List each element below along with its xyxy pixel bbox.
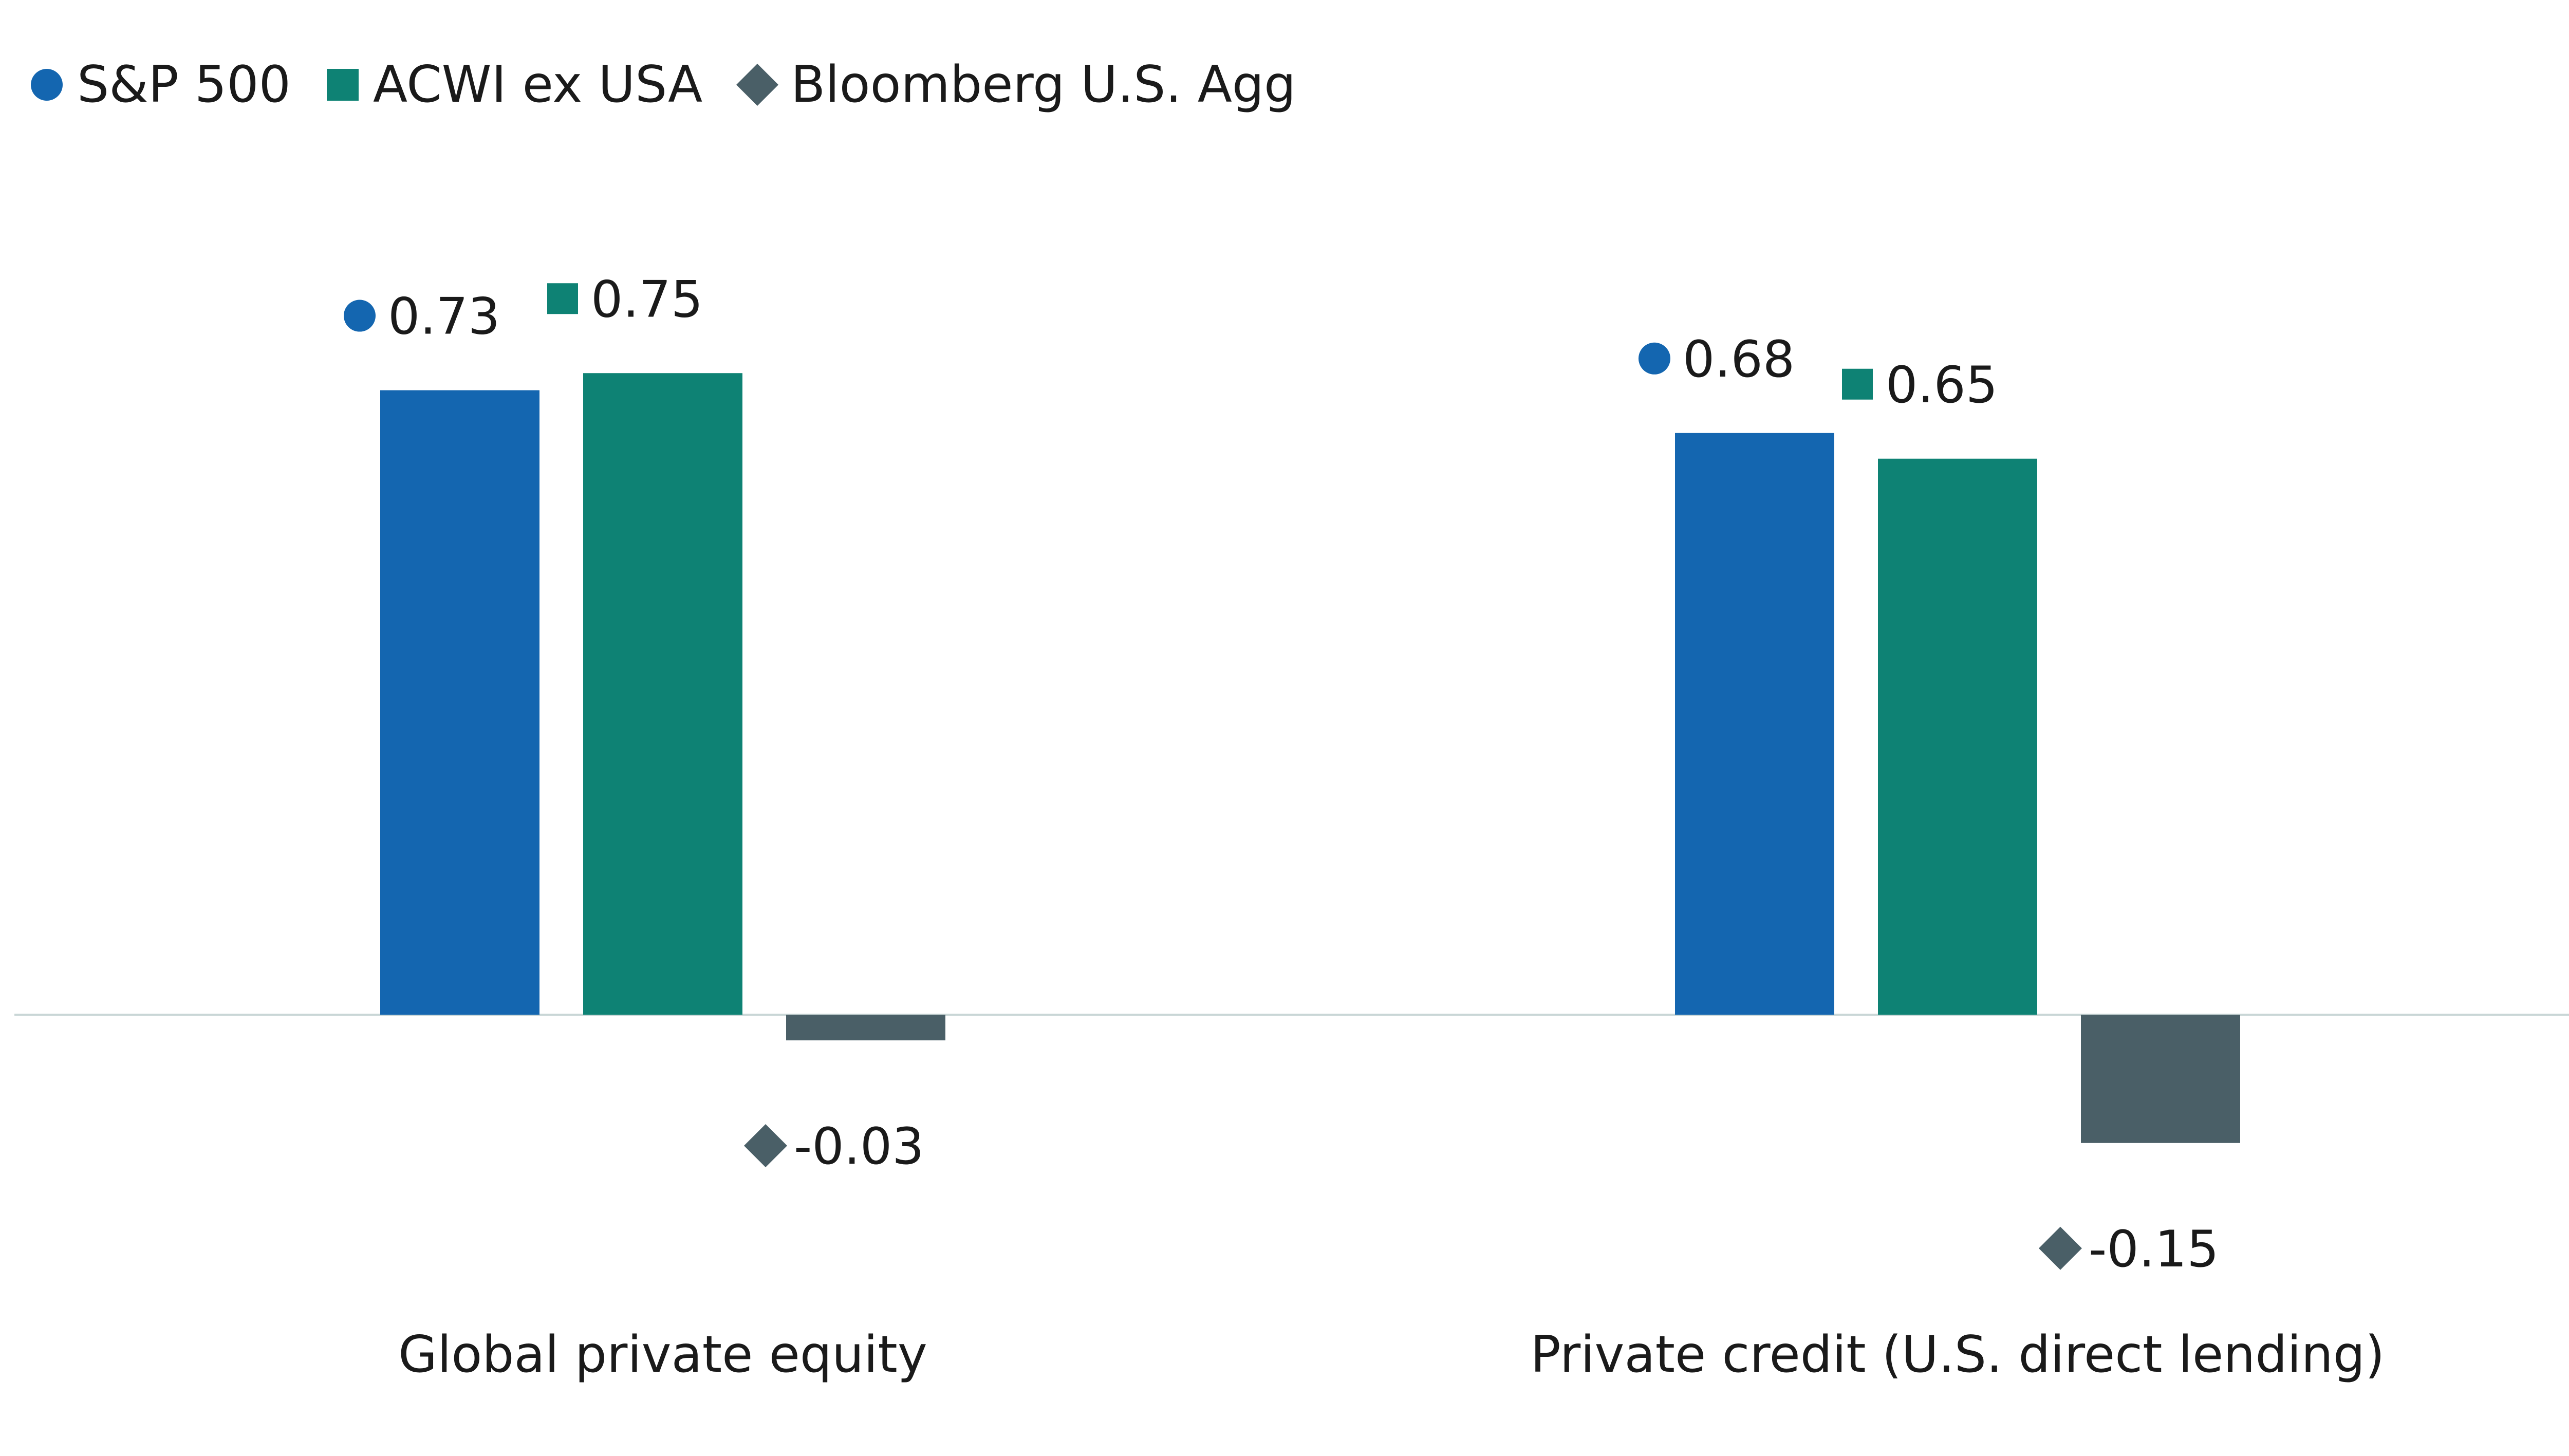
chart-legend: S&P 500 ACWI ex USA Bloomberg U.S. Agg — [31, 49, 1296, 121]
bar-0-2 — [786, 1015, 945, 1040]
value-text-0-1: 0.75 — [591, 270, 703, 329]
legend-label-sp500: S&P 500 — [77, 55, 291, 114]
bar-1-1 — [1878, 458, 2037, 1015]
diamond-marker-icon — [744, 1124, 787, 1167]
category-labels-group: Global private equity Private credit (U.S… — [398, 1326, 2385, 1384]
value-label-1-0: 0.68 — [1639, 330, 1795, 389]
value-label-1-2: -0.15 — [2039, 1220, 2219, 1279]
value-text-1-0: 0.68 — [1683, 330, 1795, 389]
legend-item-sp500: S&P 500 — [31, 55, 291, 114]
bar-1-0 — [1675, 433, 1834, 1015]
bar-0-1 — [583, 373, 742, 1015]
value-text-0-2: -0.03 — [794, 1117, 924, 1176]
square-marker-icon — [1842, 368, 1873, 400]
legend-square-icon — [326, 69, 359, 101]
value-text-1-1: 0.65 — [1886, 356, 1998, 415]
value-text-0-0: 0.73 — [388, 288, 500, 346]
value-label-0-0: 0.73 — [344, 288, 500, 346]
bars-group — [380, 373, 2240, 1143]
square-marker-icon — [547, 283, 578, 314]
value-label-1-1: 0.65 — [1842, 356, 1998, 415]
diamond-marker-icon — [2039, 1226, 2082, 1270]
legend-circle-icon — [31, 69, 63, 101]
bar-0-0 — [380, 390, 539, 1015]
labels-group: 0.73 0.75 -0.03 0.68 0.65 -0.15 — [344, 270, 2219, 1279]
legend-label-agg: Bloomberg U.S. Agg — [791, 55, 1296, 114]
value-text-1-2: -0.15 — [2089, 1220, 2219, 1279]
legend-item-acwi: ACWI ex USA — [326, 55, 703, 114]
circle-marker-icon — [1639, 342, 1670, 375]
legend-label-acwi: ACWI ex USA — [373, 55, 703, 114]
value-label-0-1: 0.75 — [547, 270, 703, 329]
circle-marker-icon — [344, 300, 376, 332]
bar-1-2 — [2081, 1015, 2240, 1143]
value-label-0-2: -0.03 — [744, 1117, 924, 1176]
legend-item-agg: Bloomberg U.S. Agg — [736, 55, 1296, 114]
category-label-0: Global private equity — [398, 1326, 927, 1384]
category-label-1: Private credit (U.S. direct lending) — [1531, 1326, 2385, 1384]
